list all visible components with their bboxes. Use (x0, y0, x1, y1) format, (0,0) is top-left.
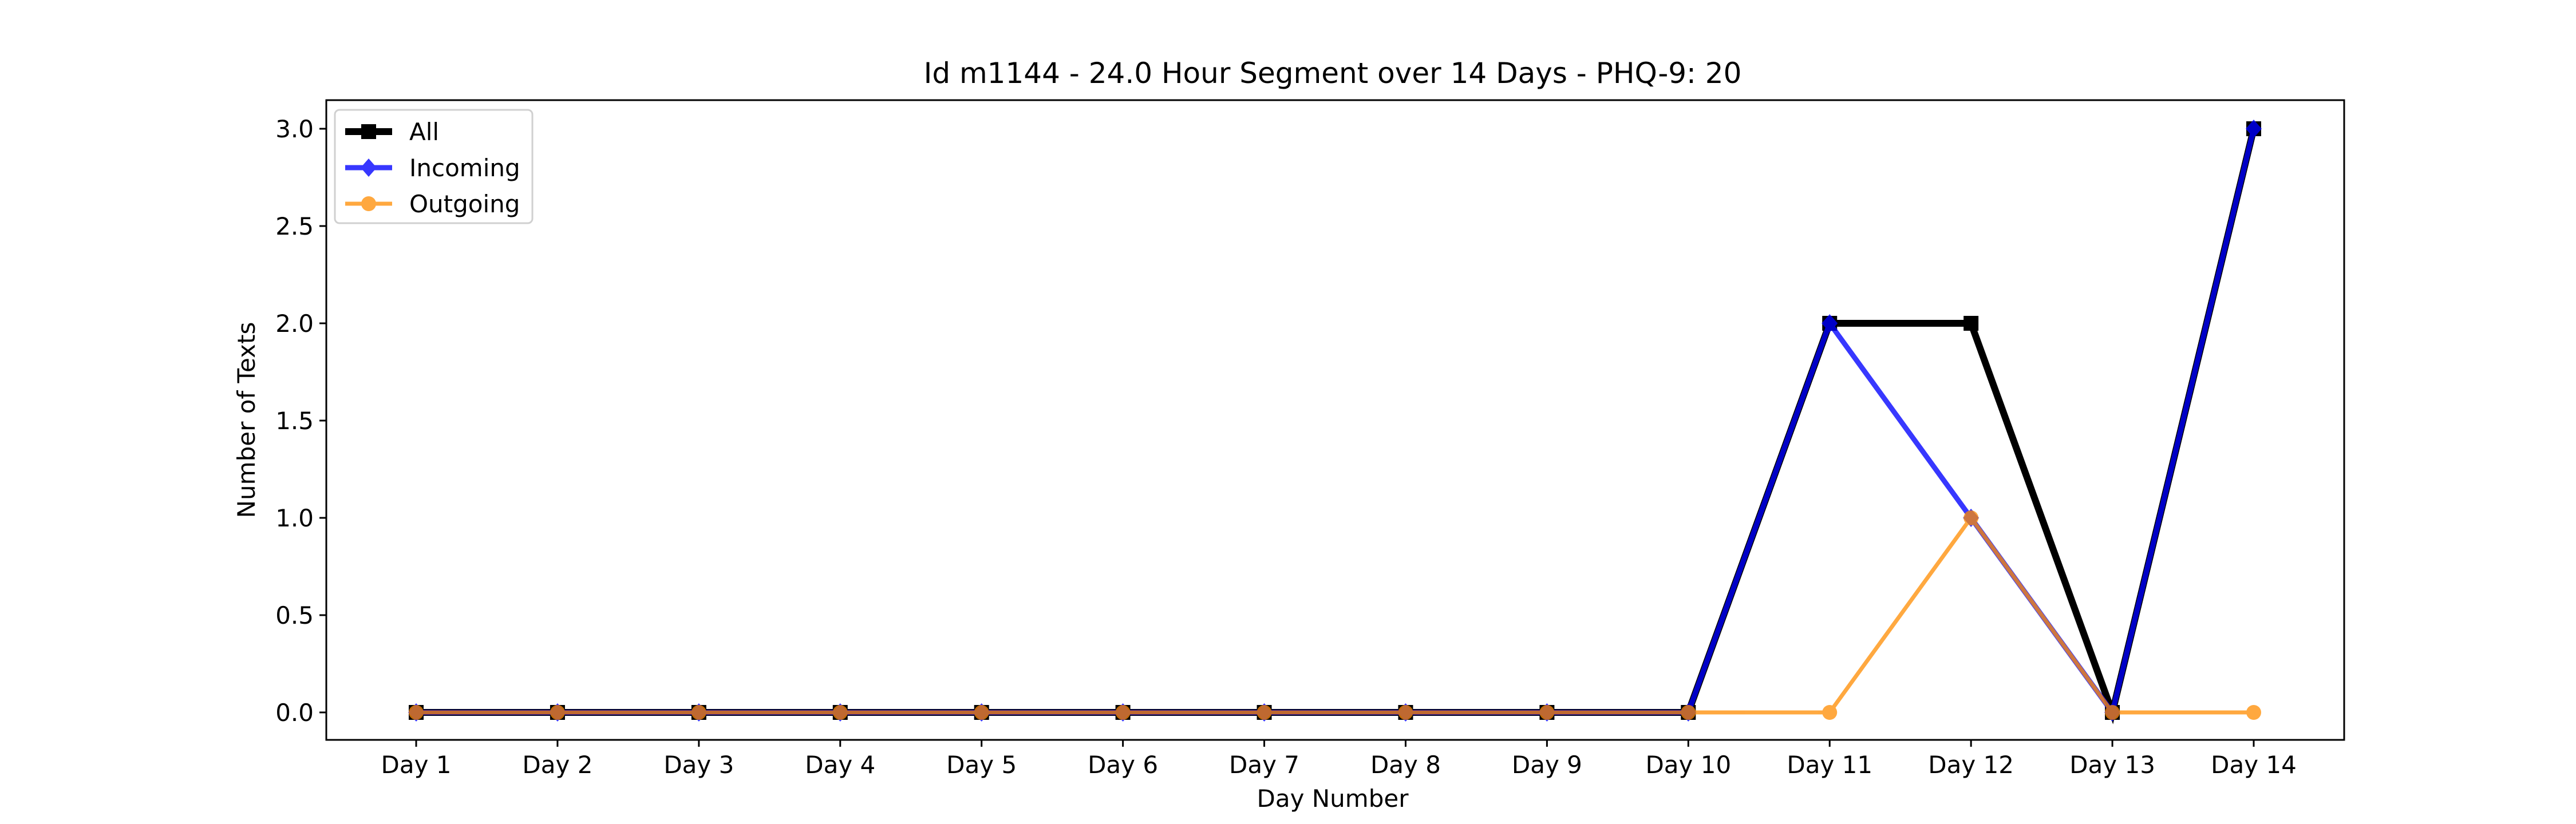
data-point (691, 705, 706, 720)
y-tick-label: 2.0 (275, 310, 314, 338)
data-point (1398, 705, 1413, 720)
data-point (2246, 705, 2261, 720)
legend-swatch (345, 196, 392, 211)
data-point (1681, 705, 1696, 720)
data-point (2105, 705, 2120, 720)
legend-marker (361, 124, 376, 139)
data-point (1963, 316, 1979, 331)
data-point (1115, 705, 1131, 720)
legend: All Incoming Outgoing (334, 109, 534, 224)
data-point (1822, 314, 1838, 332)
data-point (1822, 705, 1838, 720)
legend-marker (361, 196, 376, 211)
x-tick-label: Day 5 (946, 751, 1017, 779)
y-tick-label: 1.0 (275, 504, 314, 532)
x-tick-label: Day 6 (1088, 751, 1158, 779)
y-tick-label: 0.5 (275, 601, 314, 629)
x-tick-label: Day 7 (1229, 751, 1299, 779)
x-axis-label: Day Number (1257, 785, 1409, 813)
x-tick-label: Day 12 (1928, 751, 2014, 779)
x-tick-label: Day 3 (663, 751, 734, 779)
data-point (974, 705, 989, 720)
data-point (832, 705, 848, 720)
data-point (1539, 705, 1555, 720)
data-point (2246, 120, 2262, 138)
x-tick-label: Day 9 (1512, 751, 1582, 779)
legend-marker (361, 159, 377, 177)
legend-swatch (345, 124, 392, 139)
x-tick-label: Day 14 (2211, 751, 2297, 779)
y-tick-label: 0.0 (275, 699, 314, 727)
data-point (409, 705, 424, 720)
x-tick-label: Day 10 (1645, 751, 1731, 779)
x-tick-label: Day 4 (805, 751, 875, 779)
chart-title: Id m1144 - 24.0 Hour Segment over 14 Day… (924, 57, 1742, 90)
y-tick-label: 1.5 (275, 407, 314, 435)
legend-label: Outgoing (409, 190, 520, 218)
legend-label: All (409, 118, 439, 146)
data-point (1963, 510, 1979, 525)
legend-box (334, 109, 534, 224)
x-tick-label: Day 11 (1787, 751, 1872, 779)
y-tick-label: 3.0 (275, 115, 314, 143)
x-tick-label: Day 2 (522, 751, 592, 779)
x-tick-label: Day 8 (1370, 751, 1441, 779)
data-point (1257, 705, 1272, 720)
series-outgoing (409, 510, 2261, 720)
y-axis-label: Number of Texts (232, 322, 260, 518)
series-line (416, 514, 2254, 715)
x-tick-label: Day 13 (2069, 751, 2155, 779)
data-point (550, 705, 565, 720)
x-tick-label: Day 1 (381, 751, 451, 779)
legend-swatch (345, 159, 392, 177)
plot-area: Day 1 Day 2 Day 3 Day 4 Day 5 Day 6 Day 7 Day 8… (275, 99, 2345, 779)
y-tick-label: 2.5 (275, 212, 314, 240)
legend-label: Incoming (409, 154, 520, 182)
